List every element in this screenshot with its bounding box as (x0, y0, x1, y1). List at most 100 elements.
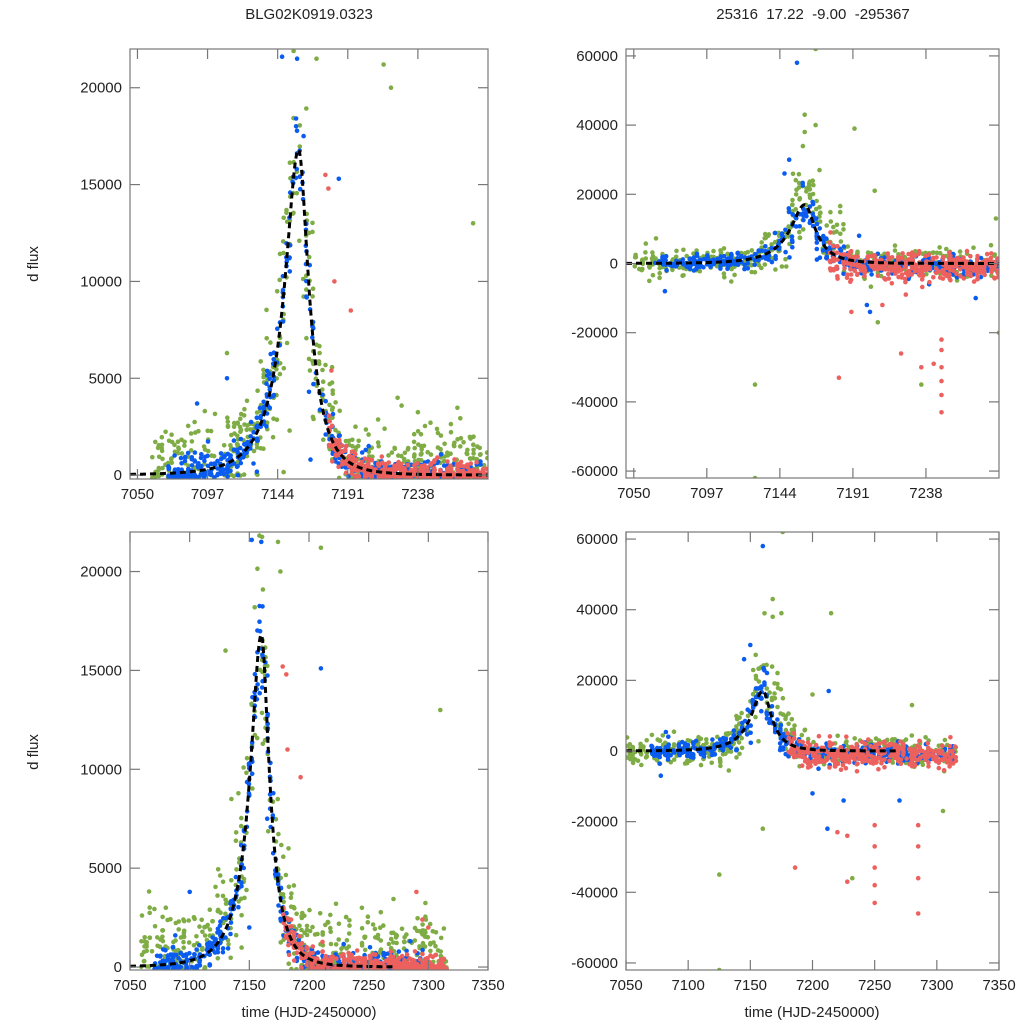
data-point-outlier (852, 126, 857, 131)
data-point (968, 253, 973, 259)
data-point (828, 259, 833, 265)
data-point (769, 664, 775, 669)
data-point-outlier (867, 309, 873, 315)
data-point (848, 272, 854, 277)
data-point (323, 962, 328, 967)
data-point-outlier (849, 309, 854, 315)
data-point (455, 466, 460, 472)
data-point (477, 445, 483, 451)
data-point (354, 948, 360, 953)
data-point (141, 959, 147, 964)
data-point (814, 246, 820, 252)
data-point (835, 257, 840, 262)
data-point (192, 952, 197, 957)
data-point-outlier (423, 917, 429, 922)
data-point (975, 253, 980, 259)
data-point (310, 950, 315, 956)
x-tick-label: 7050 (113, 977, 146, 994)
data-point (790, 245, 795, 250)
data-point (299, 946, 305, 952)
data-point-outlier (366, 443, 372, 449)
data-point (350, 437, 355, 443)
y-tick-label: 5000 (89, 860, 122, 877)
data-point-outlier (420, 917, 425, 922)
data-point (431, 472, 437, 477)
data-point (787, 255, 792, 260)
data-point (207, 963, 212, 968)
data-point (293, 124, 299, 129)
data-point (858, 268, 864, 273)
x-tick-label: 7097 (191, 486, 224, 503)
data-point (382, 468, 388, 474)
data-point (404, 960, 410, 966)
data-point (927, 265, 932, 271)
y-tick-label: 10000 (80, 273, 122, 290)
data-point-outlier (810, 692, 815, 697)
data-point (420, 947, 425, 953)
data-point (288, 895, 294, 900)
data-point (205, 428, 210, 434)
data-point (259, 710, 265, 716)
data-point (255, 566, 260, 571)
data-point (381, 923, 386, 928)
data-point (657, 738, 663, 744)
data-point (731, 261, 737, 266)
data-point (212, 411, 218, 417)
data-point (753, 676, 759, 681)
y-tick-label: 20000 (576, 186, 618, 203)
data-point (419, 466, 424, 472)
data-point-outlier (470, 221, 476, 226)
data-point (202, 454, 208, 460)
data-point (721, 246, 727, 251)
data-point (630, 757, 635, 763)
data-point (210, 935, 215, 940)
data-point (984, 251, 990, 257)
data-point (886, 271, 891, 277)
data-point (697, 268, 703, 274)
data-point (412, 949, 418, 954)
data-point (233, 838, 239, 843)
data-point (375, 417, 381, 422)
data-point (415, 916, 420, 921)
data-point (783, 256, 788, 262)
data-point-outlier (249, 537, 254, 543)
data-point (139, 952, 145, 958)
data-point-outlier (782, 171, 787, 176)
x-tick-label: 7300 (412, 977, 445, 994)
data-point (202, 473, 207, 479)
data-point (806, 181, 812, 186)
data-point-outlier (314, 56, 319, 61)
data-point (451, 442, 457, 448)
data-point (236, 899, 241, 904)
data-point (299, 940, 305, 946)
data-point-outlier (880, 302, 885, 308)
data-point (753, 714, 758, 720)
data-point (796, 171, 802, 177)
data-point (328, 912, 333, 918)
data-point (753, 652, 758, 658)
data-point (286, 846, 291, 851)
data-point (892, 265, 898, 271)
data-point (363, 473, 368, 479)
data-point (155, 935, 160, 940)
data-point (797, 224, 802, 229)
data-point (731, 728, 737, 733)
data-point (280, 287, 286, 293)
data-point (359, 905, 365, 911)
data-point (691, 257, 697, 263)
y-tick-label: 0 (610, 256, 618, 273)
data-point-outlier (194, 401, 200, 406)
data-point (422, 463, 427, 468)
data-point-outlier (717, 872, 722, 877)
data-point (302, 930, 307, 936)
data-point (281, 912, 286, 917)
data-point-outlier (173, 933, 178, 938)
data-point (228, 899, 234, 904)
data-point (147, 910, 152, 916)
data-point (347, 918, 352, 923)
data-point (709, 760, 714, 766)
data-point (327, 402, 332, 408)
data-point (192, 419, 197, 425)
data-point (299, 927, 304, 933)
data-point (181, 939, 186, 945)
